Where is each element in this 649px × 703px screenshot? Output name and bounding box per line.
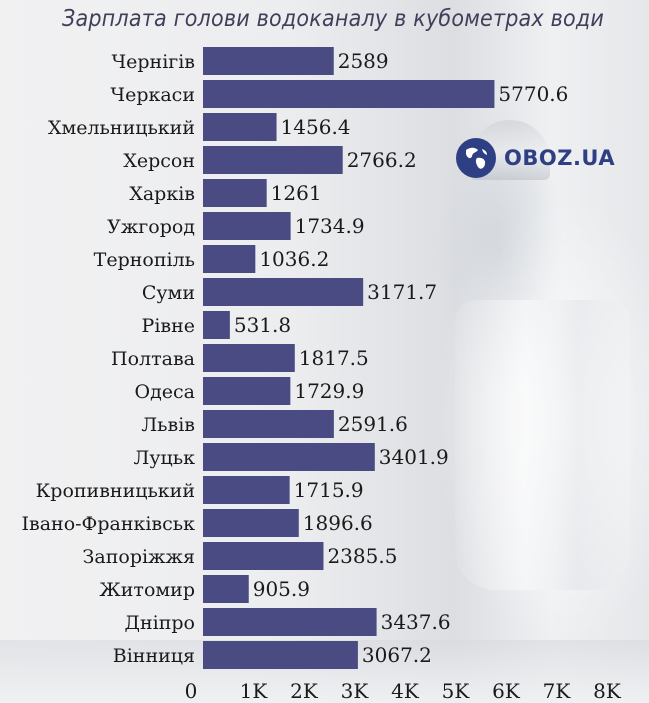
category-label: Рівне bbox=[142, 315, 195, 337]
x-tick-label: 6K bbox=[492, 679, 521, 703]
value-label: 1817.5 bbox=[299, 346, 369, 370]
bar-3 bbox=[203, 113, 277, 141]
bar-11 bbox=[203, 377, 291, 405]
water-glass-shape bbox=[455, 300, 630, 590]
value-label: 3437.6 bbox=[381, 610, 451, 634]
value-label: 1456.4 bbox=[281, 115, 351, 139]
category-label: Запоріжжя bbox=[83, 546, 195, 568]
bar-8 bbox=[203, 278, 364, 306]
category-label: Івано-Франківськ bbox=[22, 513, 196, 535]
chart-title: Зарплата голови водоканалу в кубометрах … bbox=[62, 6, 605, 32]
value-label: 5770.6 bbox=[498, 82, 568, 106]
category-label: Черкаси bbox=[110, 84, 195, 106]
x-tick-label: 1K bbox=[240, 679, 269, 703]
bar-6 bbox=[203, 212, 291, 240]
value-label: 905.9 bbox=[253, 577, 310, 601]
category-label: Харків bbox=[129, 183, 195, 205]
value-label: 1261 bbox=[271, 181, 322, 205]
bar-4 bbox=[203, 146, 343, 174]
value-label: 2589 bbox=[338, 49, 389, 73]
x-tick-label: 2K bbox=[290, 679, 319, 703]
category-label: Чернігів bbox=[111, 51, 195, 73]
bar-5 bbox=[203, 179, 267, 207]
x-tick-label: 3K bbox=[341, 679, 370, 703]
category-label: Луцьк bbox=[134, 447, 196, 469]
category-label: Одеса bbox=[135, 381, 196, 403]
value-label: 3171.7 bbox=[367, 280, 437, 304]
value-label: 1734.9 bbox=[295, 214, 365, 238]
value-label: 2766.2 bbox=[347, 148, 417, 172]
globe-icon bbox=[456, 138, 496, 178]
category-label: Херсон bbox=[123, 150, 195, 172]
category-label: Ужгород bbox=[107, 216, 195, 238]
bar-15 bbox=[203, 509, 299, 537]
x-tick-label: 4K bbox=[391, 679, 420, 703]
category-label: Суми bbox=[142, 282, 195, 304]
bar-2 bbox=[203, 80, 495, 108]
value-label: 3067.2 bbox=[362, 643, 432, 667]
bar-13 bbox=[203, 443, 375, 471]
value-label: 2591.6 bbox=[338, 412, 408, 436]
value-label: 3401.9 bbox=[379, 445, 449, 469]
category-label: Житомир bbox=[99, 579, 195, 601]
category-label: Хмельницький bbox=[48, 117, 195, 139]
category-label: Львів bbox=[141, 414, 195, 436]
bar-1 bbox=[203, 47, 334, 75]
value-label: 1036.2 bbox=[259, 247, 329, 271]
category-label: Полтава bbox=[111, 348, 195, 370]
bar-12 bbox=[203, 410, 334, 438]
bar-10 bbox=[203, 344, 295, 372]
value-label: 1715.9 bbox=[294, 478, 364, 502]
bar-14 bbox=[203, 476, 290, 504]
bar-17 bbox=[203, 575, 249, 603]
logo-text: OBOZ.UA bbox=[504, 146, 616, 170]
x-tick-label: 0 bbox=[185, 679, 198, 703]
category-label: Кропивницький bbox=[36, 480, 195, 502]
category-label: Дніпро bbox=[125, 612, 195, 634]
value-label: 1896.6 bbox=[303, 511, 373, 535]
bar-19 bbox=[203, 641, 358, 669]
x-tick-label: 8K bbox=[593, 679, 622, 703]
value-label: 2385.5 bbox=[327, 544, 397, 568]
bar-16 bbox=[203, 542, 324, 570]
x-tick-label: 5K bbox=[442, 679, 471, 703]
value-label: 1729.9 bbox=[294, 379, 364, 403]
category-label: Вінниця bbox=[113, 645, 195, 667]
value-label: 531.8 bbox=[234, 313, 291, 337]
category-label: Тернопіль bbox=[94, 249, 195, 271]
bar-18 bbox=[203, 608, 377, 636]
bar-7 bbox=[203, 245, 256, 273]
x-tick-label: 7K bbox=[543, 679, 572, 703]
oboz-logo: OBOZ.UA bbox=[456, 138, 615, 178]
bar-9 bbox=[203, 311, 230, 339]
